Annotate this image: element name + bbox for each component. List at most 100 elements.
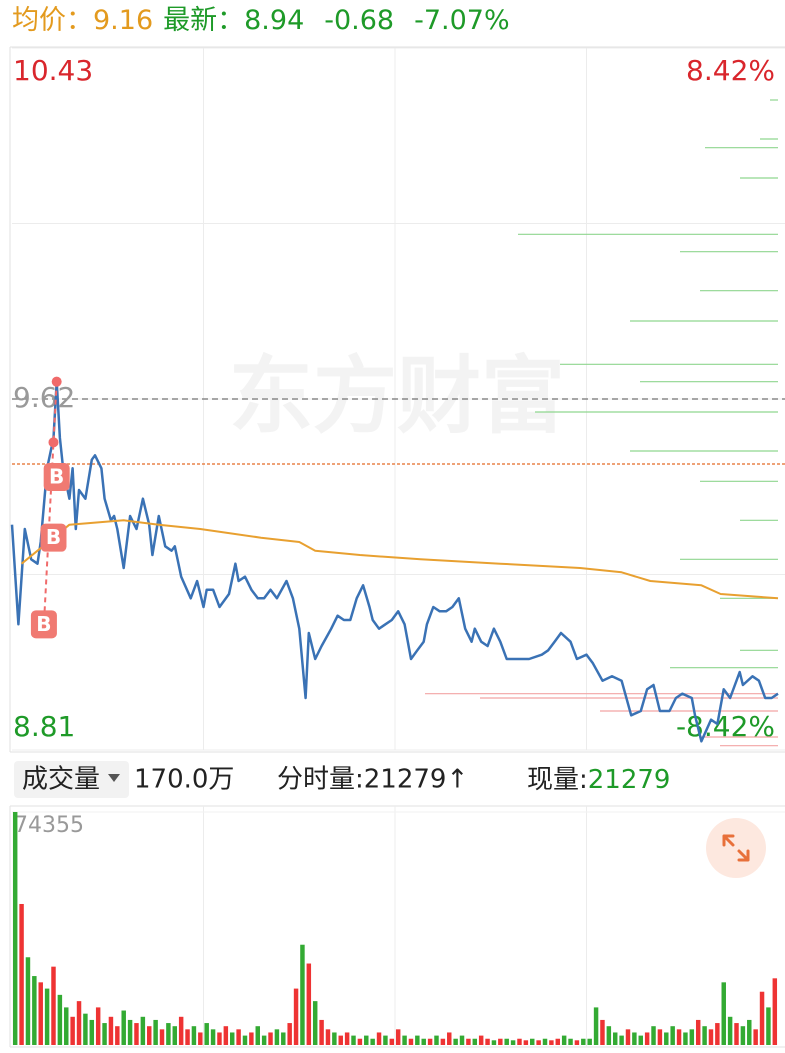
- volume-bar: [236, 1029, 241, 1045]
- buy-marker-label: B: [46, 525, 61, 549]
- volume-bar: [268, 1032, 273, 1045]
- change-pct: -7.07%: [414, 5, 510, 36]
- volume-bar: [606, 1026, 612, 1045]
- volume-selector[interactable]: [14, 761, 129, 798]
- volume-bar: [153, 1019, 158, 1045]
- volume-bar: [198, 1032, 203, 1045]
- volume-bar: [510, 1040, 516, 1045]
- volume-bar: [38, 982, 43, 1045]
- volume-bar: [95, 1007, 101, 1045]
- volume-bar: [625, 1029, 631, 1045]
- volume-bar: [364, 1035, 369, 1045]
- volume-bar: [108, 1016, 114, 1045]
- volume-bar: [325, 1029, 331, 1045]
- volume-bar: [581, 1038, 586, 1045]
- latest-label: 最新：: [163, 5, 244, 36]
- volume-bar: [766, 1007, 771, 1045]
- volume-bar: [300, 944, 305, 1045]
- volume-bar: [89, 1019, 95, 1045]
- volume-bar: [670, 1026, 675, 1045]
- grid: [12, 47, 785, 1047]
- volume-bar: [721, 982, 726, 1045]
- volume-bar: [185, 1029, 190, 1045]
- volume-bar: [644, 1032, 650, 1045]
- volume-bar: [242, 1035, 248, 1045]
- volume-bar: [619, 1035, 624, 1045]
- volume-bar: [351, 1035, 356, 1045]
- volume-bar: [134, 1023, 139, 1045]
- volume-bar: [102, 1023, 107, 1045]
- current-volume: 现量:21279: [527, 765, 670, 795]
- volume-bar: [115, 1026, 120, 1045]
- volume-bar: [568, 1038, 573, 1045]
- volume-bar: [593, 1007, 599, 1045]
- avg-label: 均价：: [12, 5, 93, 36]
- volume-bar: [427, 1038, 433, 1045]
- trade-link: [42, 381, 58, 625]
- volume-bar: [536, 1040, 541, 1045]
- volume-bar: [166, 1023, 171, 1045]
- volume-bar: [121, 1010, 126, 1045]
- volume-bar: [574, 1040, 580, 1045]
- buy-marker: [40, 523, 67, 552]
- volume-bar: [676, 1029, 682, 1045]
- buy-marker-label: B: [36, 612, 51, 636]
- volume-bar: [542, 1038, 548, 1045]
- price-line: [10, 380, 779, 743]
- y2-tick-label: 8.42%: [686, 54, 775, 87]
- volume-bar: [727, 1016, 733, 1045]
- volume-bar: [127, 1019, 133, 1045]
- volume-bar: [478, 1035, 484, 1045]
- current-volume-value: 21279: [588, 765, 671, 795]
- volume-bar: [491, 1040, 497, 1045]
- volume-bar: [338, 1035, 343, 1045]
- volume-selector-label[interactable]: 成交量: [22, 765, 100, 795]
- volume-bar: [408, 1038, 414, 1045]
- volume-bar: [204, 1023, 209, 1045]
- volume-bar: [147, 1026, 152, 1045]
- volume-bar: [612, 1032, 618, 1045]
- volume-tick-label: 74355: [14, 813, 84, 838]
- volume-bar: [357, 1038, 363, 1045]
- watermark: 东方财富: [229, 347, 565, 445]
- volume-bar: [172, 1026, 178, 1045]
- volume-bar: [402, 1035, 407, 1045]
- latest-price: 8.94: [244, 5, 304, 36]
- volume-bar: [530, 1038, 535, 1045]
- volume-bar: [683, 1032, 688, 1045]
- volume-bar: [12, 812, 18, 1045]
- current-volume-label: 现量:: [527, 765, 588, 795]
- volume-bar: [83, 1013, 88, 1045]
- tick-volume: 分时量:21279↑: [277, 765, 468, 795]
- volume-bar: [632, 1032, 637, 1045]
- volume-bar: [734, 1023, 739, 1045]
- volume-bar: [702, 1026, 707, 1045]
- volume-bar: [587, 1038, 592, 1045]
- y-tick-label: 8.81: [13, 710, 75, 743]
- expand-icon[interactable]: [722, 834, 750, 862]
- plot: 10.43 9.62 8.81 8.42% -8.42% B B B 74355: [10, 54, 779, 1045]
- volume-bar: [178, 1016, 184, 1045]
- y-tick-label: 10.43: [13, 54, 93, 87]
- expand-button[interactable]: [706, 818, 766, 878]
- volume-bar: [466, 1038, 471, 1045]
- volume-bar: [19, 903, 24, 1045]
- volume-bar: [708, 1029, 714, 1045]
- trade-dot: [51, 376, 62, 387]
- volume-bar: [498, 1038, 503, 1045]
- volume-bar: [159, 1029, 165, 1045]
- buy-marker-label: B: [49, 465, 64, 489]
- volume-bar: [517, 1038, 522, 1045]
- volume-bar: [217, 1032, 222, 1045]
- y-tick-label: 9.62: [13, 381, 75, 414]
- volume-bar: [25, 957, 31, 1045]
- dropdown-arrow[interactable]: [108, 774, 120, 782]
- volume-bar: [191, 1026, 197, 1045]
- volume-bar: [223, 1026, 229, 1045]
- volume-bar: [523, 1040, 529, 1045]
- buy-marker: [43, 463, 70, 491]
- volume-bar: [229, 1032, 235, 1045]
- volume-bar: [472, 1038, 478, 1045]
- volume-bar: [549, 1040, 554, 1045]
- volume-bar: [651, 1026, 656, 1045]
